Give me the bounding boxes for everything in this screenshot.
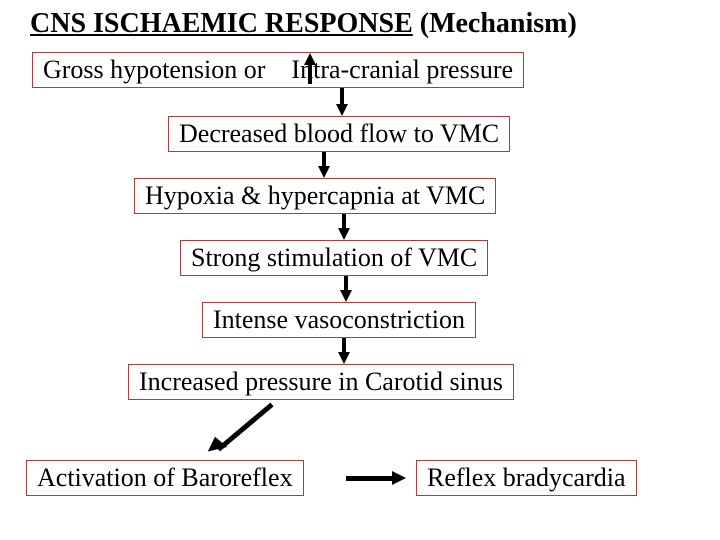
box-hypoxia: Hypoxia & hypercapnia at VMC [134,178,496,214]
box-text: Intense vasoconstriction [213,305,465,334]
arrow-head-3 [338,228,350,240]
box-baroreflex: Activation of Baroreflex [26,460,304,496]
box-hypotension: Gross hypotension or Intra-cranial press… [32,52,524,88]
arrow-head-2 [318,166,330,178]
title-underlined: CNS ISCHAEMIC RESPONSE [30,8,413,39]
h-arrow-head [392,471,406,485]
page-title: CNS ISCHAEMIC RESPONSE (Mechanism) [30,8,577,40]
arrow-head-1 [336,104,348,116]
arrow-head-4 [340,290,352,302]
box-text: Strong stimulation of VMC [191,243,477,272]
box-text: Decreased blood flow to VMC [179,119,499,148]
box-text: Increased pressure in Carotid sinus [139,367,503,396]
arrow-head-5 [338,352,350,364]
box-decreased-flow: Decreased blood flow to VMC [168,116,510,152]
h-arrow-stem [346,476,394,481]
box-text: Hypoxia & hypercapnia at VMC [145,181,485,210]
box-bradycardia: Reflex bradycardia [416,460,637,496]
box-text: Reflex bradycardia [427,463,626,492]
box-stimulation: Strong stimulation of VMC [180,240,488,276]
box-text: Activation of Baroreflex [37,463,293,492]
box-vasoconstriction: Intense vasoconstriction [202,302,476,338]
diag-arrow-stem [217,403,274,452]
box-carotid-pressure: Increased pressure in Carotid sinus [128,364,514,400]
box-text: Gross hypotension or Intra-cranial press… [43,55,513,84]
up-arrow-stem [308,64,312,84]
title-rest: (Mechanism) [413,8,577,39]
